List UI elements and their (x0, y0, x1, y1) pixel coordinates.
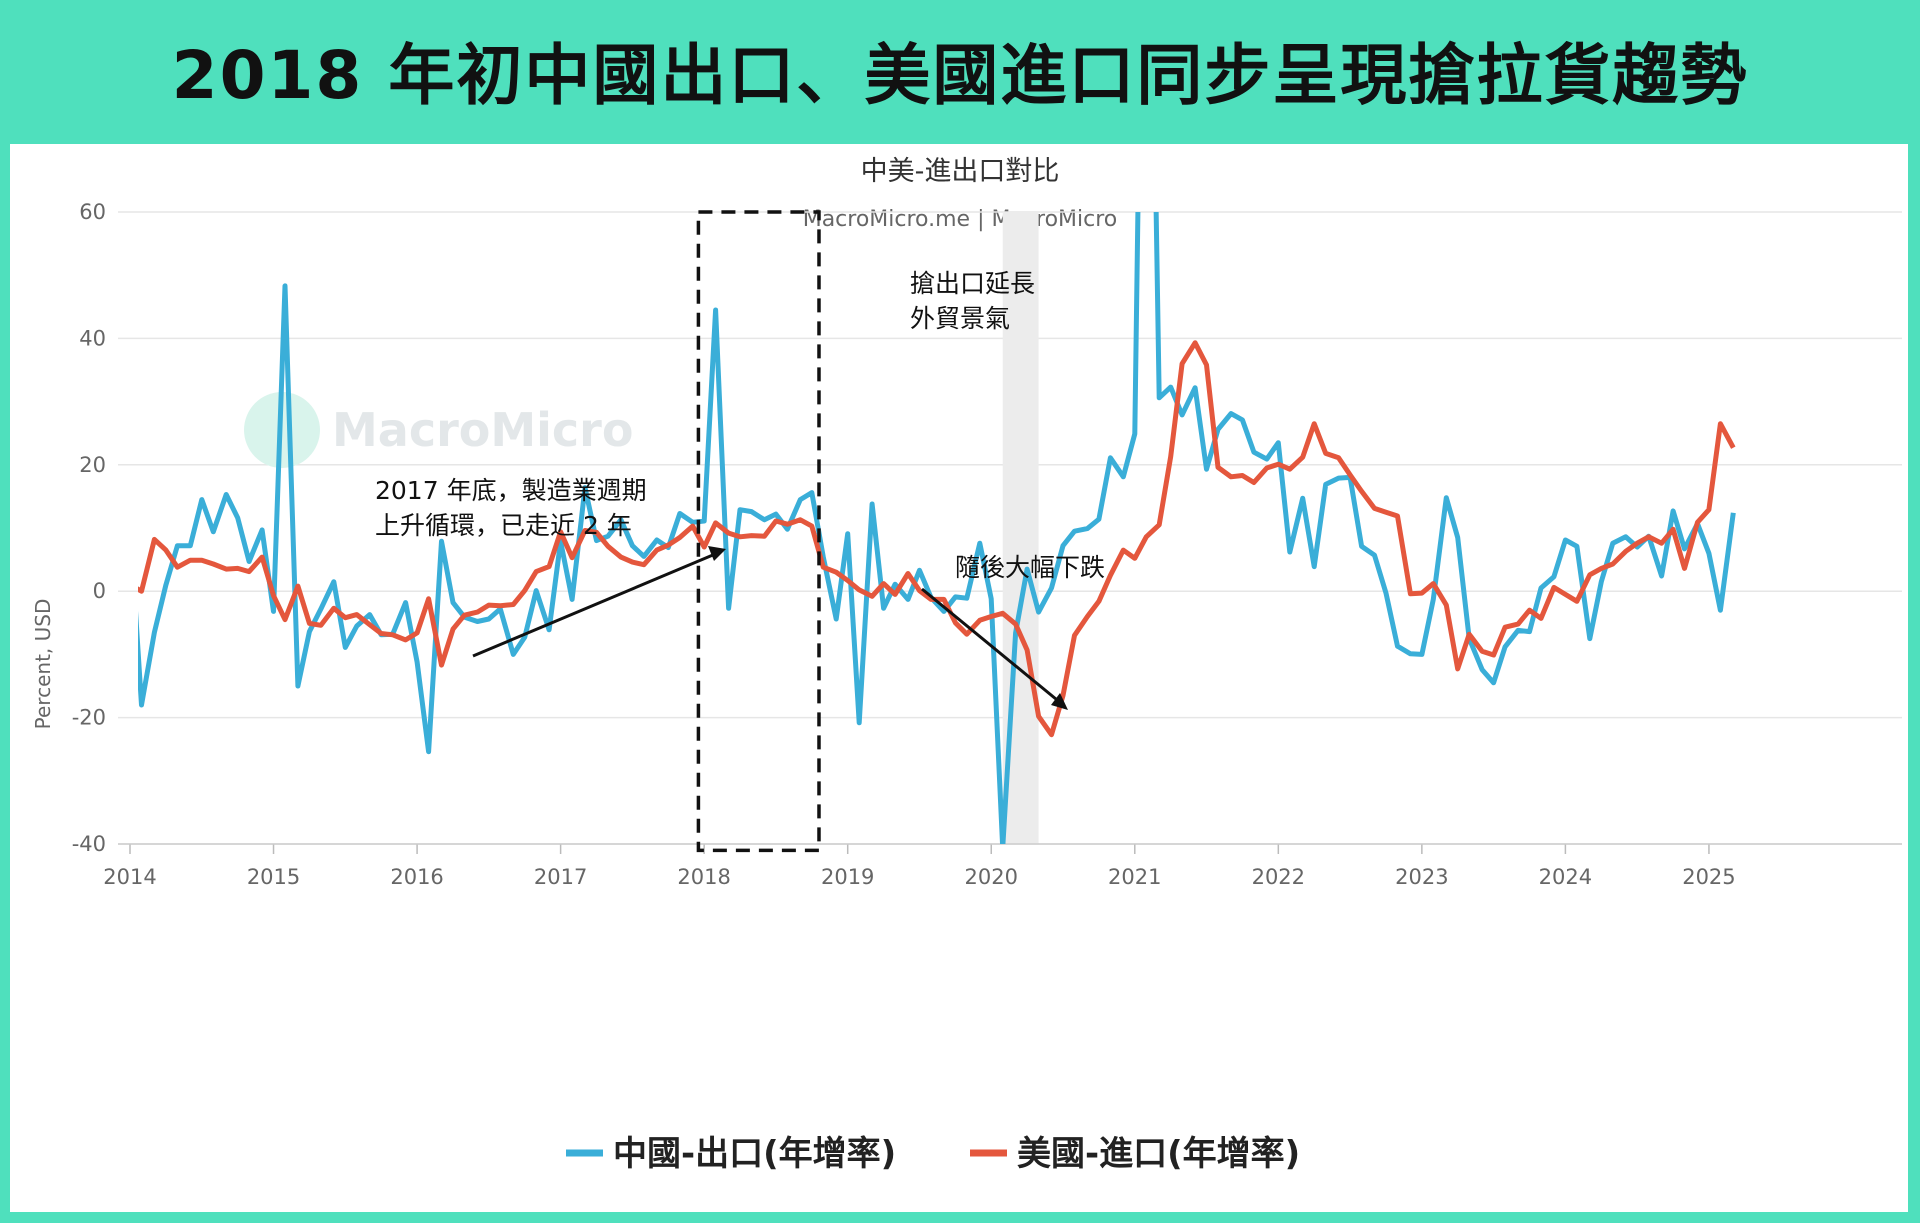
highlight-box (696, 210, 821, 853)
y-axis-label: Percent, USD (31, 599, 55, 730)
annotation-arrowhead-decline (1051, 693, 1068, 710)
x-tick-label: 2025 (1682, 865, 1735, 889)
series-line-0 (138, 212, 1736, 844)
x-tick-label: 2018 (677, 865, 730, 889)
annotation-cycle-line-1: 2017 年底，製造業週期 (375, 476, 647, 505)
chart-panel: 中美-進出口對比 MacroMicro.me | MacroMicro Macr… (10, 144, 1908, 1212)
y-tick-label: -40 (72, 832, 106, 856)
chart-svg: 中美-進出口對比 MacroMicro.me | MacroMicro Macr… (31, 156, 1902, 1174)
annotation-decline: 隨後大幅下跌 (955, 553, 1105, 582)
watermark: MacroMicro (244, 392, 633, 468)
series-line-1 (138, 340, 1736, 738)
x-tick-label: 2024 (1539, 865, 1592, 889)
y-axis-ticks: 60 40 20 0 -20 -40 (72, 200, 106, 856)
highlight-box-rect (696, 210, 821, 853)
chart-subtitle: MacroMicro.me | MacroMicro (803, 207, 1118, 232)
x-tick-label: 2021 (1108, 865, 1161, 889)
annotation-cycle-line-2: 上升循環，已走近 2 年 (375, 511, 632, 540)
x-tick-label: 2017 (534, 865, 587, 889)
annotation-arrow-cycle (472, 550, 721, 658)
x-tick-label: 2019 (821, 865, 874, 889)
annotation-arrowhead-cycle (708, 546, 726, 561)
legend-label-china-export[interactable]: 中國-出口(年增率) (613, 1134, 896, 1174)
chart-title: 中美-進出口對比 (861, 156, 1060, 187)
watermark-text: MacroMicro (332, 403, 633, 457)
x-tick-label: 2023 (1395, 865, 1448, 889)
annotation-arrow-decline (921, 587, 1063, 706)
x-tick-label: 2015 (247, 865, 300, 889)
y-tick-label: 0 (93, 579, 106, 603)
y-tick-label: 40 (79, 326, 106, 350)
x-tick-label: 2016 (390, 865, 443, 889)
x-tick-label: 2020 (965, 865, 1018, 889)
legend: 中國-出口(年增率) 美國-進口(年增率) (566, 1134, 1300, 1174)
y-tick-label: -20 (72, 706, 106, 730)
y-tick-label: 20 (79, 453, 106, 477)
x-tick-label: 2022 (1252, 865, 1305, 889)
page-headline: 2018 年初中國出口、美國進口同步呈現搶拉貨趨勢 (171, 37, 1749, 114)
x-tick-label: 2014 (103, 865, 156, 889)
annotations: 搶出口延長 外貿景氣 2017 年底，製造業週期 上升循環，已走近 2 年 隨後… (375, 269, 1105, 710)
series-lines (138, 212, 1736, 844)
y-tick-label: 60 (79, 200, 106, 224)
annotation-extend-line-2: 外貿景氣 (910, 304, 1010, 333)
x-axis-ticks: 2014 2015 2016 2017 2018 2019 2020 2021 2022 2023… (103, 843, 1902, 889)
annotation-extend-line-1: 搶出口延長 (910, 269, 1035, 298)
legend-label-us-import[interactable]: 美國-進口(年增率) (1017, 1134, 1300, 1174)
